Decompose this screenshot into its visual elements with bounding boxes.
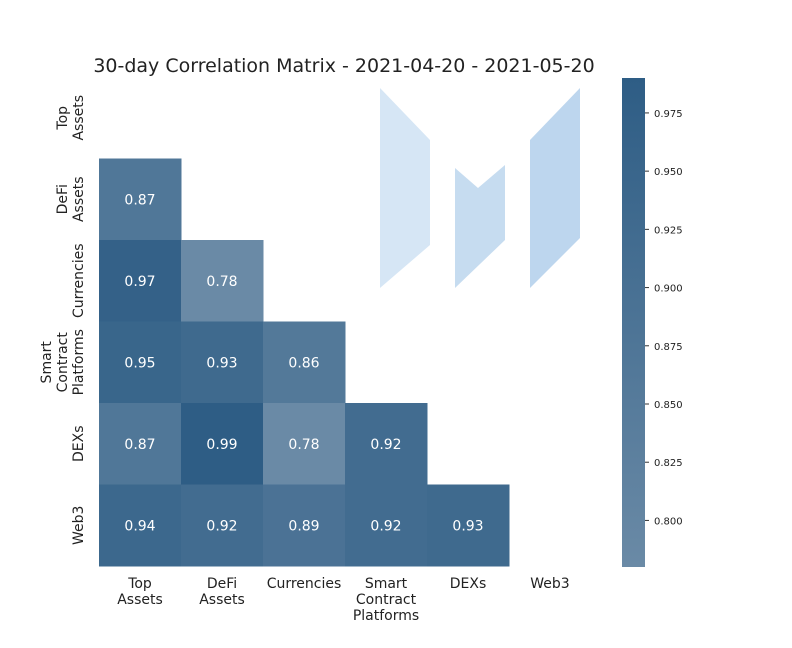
column-label-line: Contract [356,592,417,608]
cell-value-label: 0.87 [124,437,155,453]
heatmap-cell [181,240,264,322]
colorbar-gradient [622,78,645,567]
heatmap-cell [181,484,264,567]
colorbar-tick-label: 0.850 [654,400,683,411]
row-label-line: Smart [39,341,55,384]
column-label-line: Assets [199,592,245,608]
cell-value-label: 0.87 [124,192,155,208]
cell-value-label: 0.99 [206,437,237,453]
column-label-line: Smart [365,576,408,592]
column-label: Web3 [530,576,569,592]
heatmap-cell [427,484,510,567]
watermark-logo [380,88,580,288]
row-label-line: Web3 [71,506,87,545]
row-label: Currencies [71,243,87,318]
heatmap-cell [99,321,182,404]
heatmap-cells: 0.87 0.97 0.78 0.95 0.93 0.86 0.87 0.99 0.78 0.92… [99,158,510,567]
column-label-line: Platforms [353,608,419,624]
row-label-line: DEXs [71,425,87,462]
cell-value-label: 0.92 [370,437,401,453]
cell-value-label: 0.92 [206,518,237,534]
heatmap-cell [99,403,182,485]
row-label: DEXs [71,425,87,462]
column-label-line: Currencies [267,576,342,592]
heatmap-cell [99,484,182,567]
colorbar-tick-label: 0.975 [654,109,683,120]
row-label-line: DeFi [55,184,71,214]
row-label-line: Contract [55,332,71,393]
row-label: Top Assets [55,95,87,141]
heatmap-cell [181,321,264,404]
row-label-line: Assets [71,95,87,141]
cell-value-label: 0.92 [370,518,401,534]
row-label: Smart Contract Platforms [39,329,87,395]
colorbar-tick-label: 0.900 [654,284,683,295]
column-label-line: DeFi [207,576,237,592]
row-label: Web3 [71,506,87,545]
row-label-line: Platforms [71,329,87,395]
row-label-line: Top [55,106,71,131]
heatmap-cell [345,403,428,485]
cell-value-label: 0.93 [206,355,237,371]
colorbar-tick-label: 0.950 [654,167,683,178]
heatmap-cell [263,484,346,567]
colorbar-tick-label: 0.800 [654,516,683,527]
colorbar-tick-label: 0.925 [654,225,683,236]
cell-value-label: 0.78 [288,437,319,453]
cell-value-label: 0.93 [452,518,483,534]
chart-title: 30-day Correlation Matrix - 2021-04-20 -… [93,55,594,77]
column-label-line: Web3 [530,576,569,592]
heatmap-cell [99,240,182,322]
column-label: Currencies [267,576,342,592]
colorbar-tick-label: 0.825 [654,458,683,469]
cell-value-label: 0.89 [288,518,319,534]
column-label-line: Assets [117,592,163,608]
cell-value-label: 0.94 [124,518,155,534]
column-label-line: Top [127,576,152,592]
cell-value-label: 0.97 [124,274,155,290]
row-label-line: Assets [71,176,87,222]
column-label: DEXs [450,576,487,592]
heatmap-cell [99,158,182,241]
colorbar-tick-label: 0.875 [654,342,683,353]
cell-value-label: 0.95 [124,355,155,371]
row-label: DeFi Assets [55,176,87,222]
column-label-line: DEXs [450,576,487,592]
heatmap-cell [345,484,428,567]
cell-value-label: 0.86 [288,355,319,371]
row-label-line: Currencies [71,243,87,318]
cell-value-label: 0.78 [206,274,237,290]
heatmap-cell [263,321,346,404]
heatmap-cell [263,403,346,485]
colorbar: 0.800 0.825 0.850 0.875 0.900 0.925 0.950 0.975 [622,78,683,567]
heatmap-cell [181,403,264,485]
